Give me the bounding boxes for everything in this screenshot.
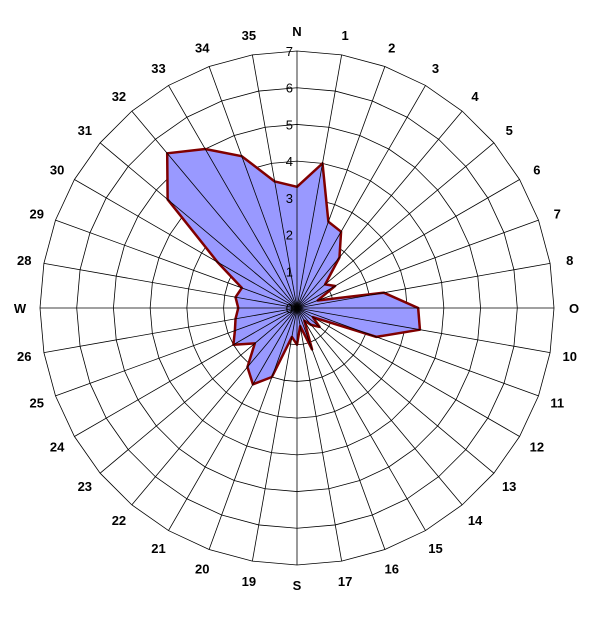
direction-label-3: 3 (432, 61, 439, 76)
direction-label-14: 14 (468, 513, 483, 528)
series-polygon (165, 147, 422, 386)
spoke-26 (43, 307, 298, 354)
direction-label-4: 4 (471, 89, 479, 104)
direction-labels: N 12345678O1011121314151617S1920212223242… (14, 24, 579, 593)
direction-label-17: 17 (338, 574, 352, 589)
direction-label-16: 16 (385, 561, 399, 576)
r-tick-label: 4 (286, 154, 293, 169)
spoke-20 (208, 307, 298, 550)
series-area (165, 147, 422, 386)
direction-label-11: 11 (550, 396, 564, 411)
direction-label-21: 21 (151, 541, 165, 556)
spoke-10 (296, 307, 551, 354)
direction-label-22: 22 (112, 513, 126, 528)
r-tick-label: 5 (286, 117, 293, 132)
direction-label-26: 26 (17, 349, 31, 364)
direction-label-13: 13 (502, 479, 516, 494)
spoke-13 (296, 307, 495, 474)
spoke-1 (296, 54, 343, 309)
direction-label-29: 29 (29, 206, 43, 221)
radial-tick-labels: 0 1 2 3 4 5 6 7 (286, 44, 293, 316)
direction-label-15: 15 (428, 541, 442, 556)
spoke-3 (296, 85, 426, 309)
spoke-16 (296, 307, 386, 550)
spoke-19 (251, 307, 298, 562)
spoke-14 (296, 307, 463, 506)
direction-label-S: S (293, 578, 302, 593)
spoke-25 (55, 307, 298, 397)
direction-label-28: 28 (17, 253, 31, 268)
direction-label-32: 32 (112, 89, 126, 104)
direction-label-33: 33 (151, 61, 165, 76)
direction-label-2: 2 (388, 41, 395, 56)
direction-label-7: 7 (554, 206, 561, 221)
spoke-4 (296, 110, 463, 309)
r-tick-label: 1 (286, 264, 293, 279)
direction-label-12: 12 (530, 440, 544, 455)
spoke-5 (296, 142, 495, 309)
spoke-29 (55, 219, 298, 309)
direction-label-N: N (292, 24, 301, 39)
direction-label-10: 10 (563, 349, 577, 364)
spoke-33 (168, 85, 298, 309)
direction-label-35: 35 (242, 28, 256, 43)
r-tick-label: 0 (286, 301, 293, 316)
spoke-15 (296, 307, 426, 531)
spoke-17 (296, 307, 343, 562)
spoke-30 (74, 179, 298, 309)
direction-label-30: 30 (50, 163, 64, 178)
direction-label-5: 5 (506, 123, 513, 138)
direction-label-19: 19 (242, 574, 256, 589)
spoke-22 (131, 307, 298, 506)
direction-label-24: 24 (50, 440, 65, 455)
r-tick-label: 7 (286, 44, 293, 59)
spoke-2 (296, 66, 386, 309)
spoke-12 (296, 307, 520, 437)
direction-label-6: 6 (533, 163, 540, 178)
spoke-31 (99, 142, 298, 309)
spoke-34 (208, 66, 298, 309)
spoke-8 (296, 262, 551, 309)
spoke-7 (296, 219, 539, 309)
spokes-overlay (40, 51, 554, 565)
spoke-28 (43, 262, 298, 309)
direction-label-34: 34 (195, 41, 210, 56)
spoke-6 (296, 179, 520, 309)
spoke-32 (131, 110, 298, 309)
direction-label-23: 23 (78, 479, 92, 494)
r-tick-label: 3 (286, 191, 293, 206)
direction-label-8: 8 (566, 253, 573, 268)
r-tick-label: 6 (286, 81, 293, 96)
direction-label-W: W (14, 301, 27, 316)
spoke-23 (99, 307, 298, 474)
spoke-11 (296, 307, 539, 397)
r-tick-label: 2 (286, 228, 293, 243)
spoke-21 (168, 307, 298, 531)
direction-label-O: O (569, 301, 579, 316)
spoke-24 (74, 307, 298, 437)
direction-label-1: 1 (341, 28, 348, 43)
direction-label-20: 20 (195, 561, 209, 576)
spoke-35 (251, 54, 298, 309)
direction-label-31: 31 (78, 123, 92, 138)
direction-label-25: 25 (29, 396, 43, 411)
